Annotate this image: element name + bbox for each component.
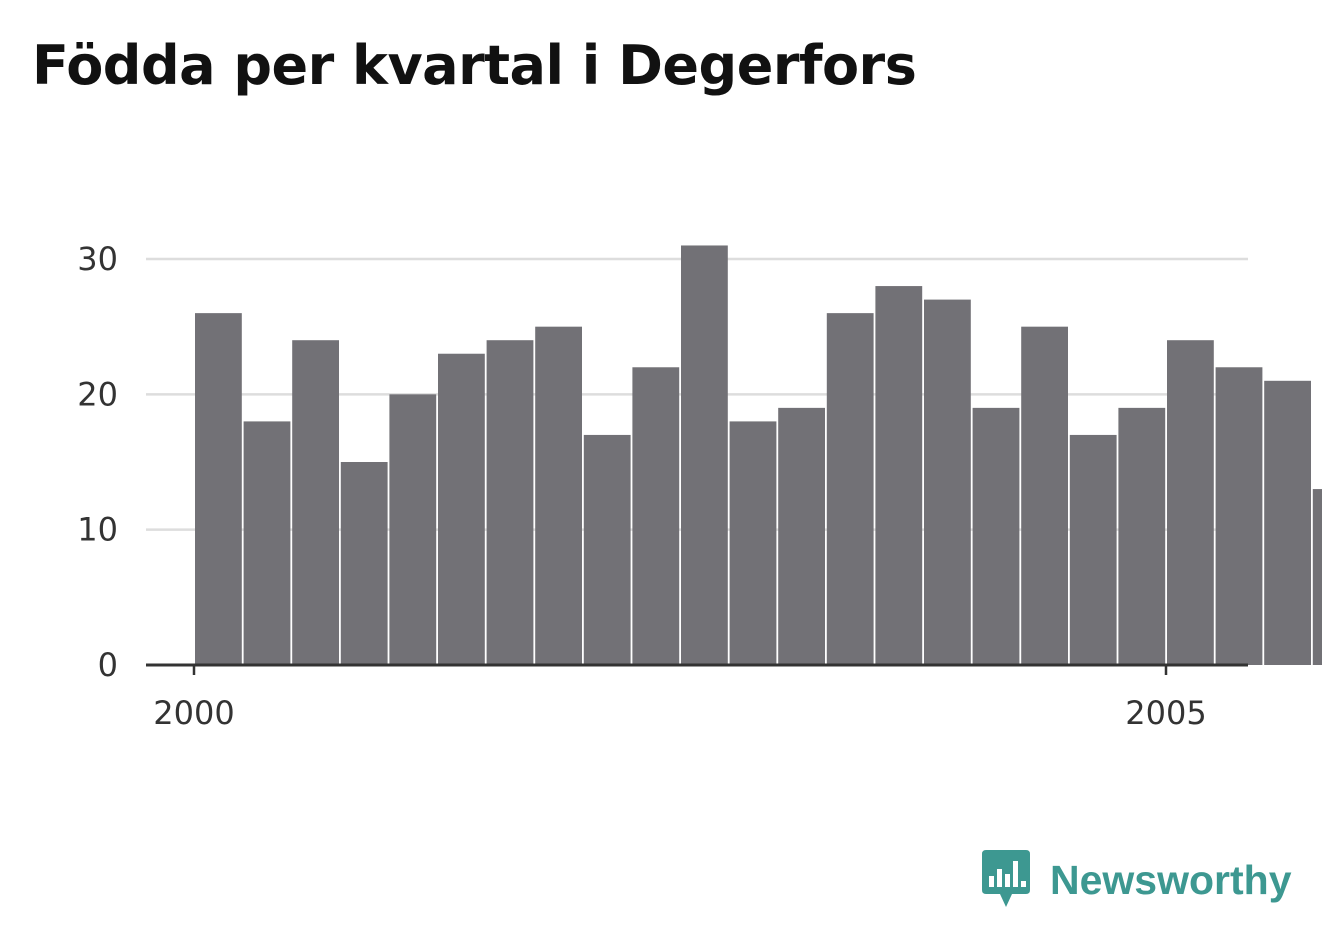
bar (1264, 380, 1311, 665)
bar (875, 286, 923, 665)
bar (826, 313, 874, 665)
chart-title: Födda per kvartal i Degerfors (32, 34, 917, 97)
bar (340, 462, 388, 665)
bar (1021, 326, 1068, 665)
bar (535, 326, 582, 665)
bar (924, 299, 971, 665)
bar (486, 340, 534, 665)
bar (729, 421, 777, 665)
newsworthy-logo-icon (982, 850, 1030, 907)
bar (243, 421, 291, 665)
x-axis: 200020052010201520202025 (146, 663, 1248, 732)
x-tick-label: 2005 (1125, 694, 1206, 732)
bar (195, 313, 242, 665)
bar (972, 407, 1020, 665)
x-tick-label: 2000 (153, 694, 234, 732)
bar (681, 245, 728, 665)
bar (1167, 340, 1214, 665)
y-tick-label: 0 (98, 646, 118, 684)
bar (583, 434, 631, 665)
bar (1215, 367, 1263, 665)
y-tick-label: 20 (77, 375, 118, 413)
bar (389, 394, 437, 665)
bar (1069, 434, 1117, 665)
bar (292, 340, 339, 665)
bar (632, 367, 680, 665)
bars (195, 245, 1322, 665)
y-tick-label: 10 (77, 511, 118, 549)
y-tick-label: 30 (77, 240, 118, 278)
y-axis: 0 10 20 30 (77, 240, 118, 684)
bar (438, 353, 485, 665)
brand-name: Newsworthy (1050, 856, 1292, 903)
bar (1312, 489, 1322, 665)
bar (1118, 407, 1166, 665)
bar (778, 407, 825, 665)
brand-logo: Newsworthy (982, 850, 1292, 910)
